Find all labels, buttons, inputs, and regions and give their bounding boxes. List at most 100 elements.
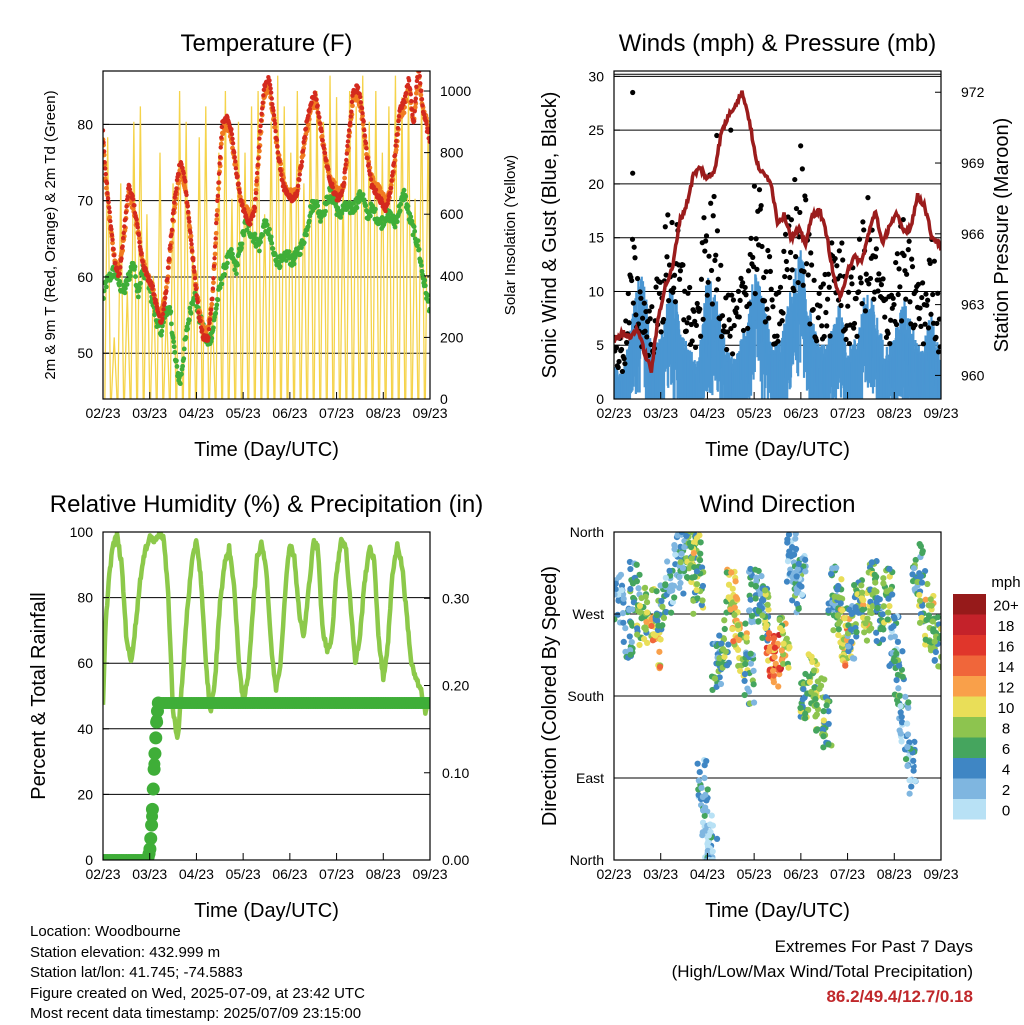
direction-point [704,786,711,793]
td2m-point [219,281,225,287]
direction-point [669,599,677,606]
gust-point [885,330,891,336]
td2m-point [137,285,142,291]
direction-point [707,821,714,828]
gust-point [865,195,871,201]
gust-point [738,275,744,281]
direction-point [931,657,938,664]
t2m-point [103,171,109,177]
direction-point [663,609,670,616]
legend-label: 20+ [993,597,1019,614]
t2m-point [179,162,184,167]
gust-point [809,262,815,268]
gust-point [769,297,775,303]
t2m-point [208,307,214,312]
direction-point [629,580,637,587]
gust-point [891,301,897,308]
legend-label: 6 [1002,741,1010,758]
precip-point [147,762,161,776]
t2m-point [348,120,353,126]
solar-spike [326,75,334,399]
gust-point [630,170,636,176]
td2m-point [258,239,263,245]
gust-point [814,338,820,344]
t2m-point [165,276,170,282]
t2m-point [191,264,197,270]
td2m-point [171,339,177,345]
gust-point [708,200,714,206]
direction-point [614,611,621,618]
gust-point [797,209,803,216]
direction-point [765,635,772,642]
direction-point [721,653,728,660]
gust-point [692,318,698,324]
t2m-point [258,123,263,129]
gust-point [933,334,939,340]
temperature-plot-area [103,63,430,399]
t2m-point [297,177,302,182]
solar-spike [176,91,184,399]
direction-point [708,812,715,819]
t2m-point [317,115,322,120]
t2m-point [270,102,275,107]
gust-point [714,132,720,139]
td2m-point [426,298,430,303]
direction-point [885,595,892,602]
direction-point [721,617,728,624]
t2m-point [160,316,165,321]
direction-point [896,662,903,669]
humidity-plot-area [103,532,430,860]
gust-point [692,344,699,350]
gust-point [856,289,862,295]
td2m-point [283,258,289,263]
x-tick-label: 09/23 [923,405,958,421]
extremes-values: 86.2/49.4/12.7/0.18 [826,987,973,1006]
gust-point [823,309,829,316]
t2m-point [303,126,309,131]
precip-point [150,715,164,729]
td2m-point [211,325,216,331]
t2m-point [197,315,202,320]
t2m-point [107,209,112,215]
gust-point [764,306,770,312]
gust-point [721,323,727,329]
x-tick-label: 08/23 [877,866,912,882]
t2m-point [193,283,198,288]
t2m-point [313,92,318,97]
t2m-point [105,195,111,201]
t9m-point [401,110,407,116]
precip-point [145,802,159,816]
direction-point [716,655,723,662]
t2m-point [416,63,420,67]
direction-point [805,651,812,658]
td2m-point [410,232,416,238]
gust-point [925,325,932,331]
t2m-point [419,88,424,94]
y2-tick-label: 800 [440,145,464,161]
t2m-point [297,172,302,177]
solar-spike [130,121,138,399]
x-tick-label: 06/23 [783,405,818,421]
direction-point [620,619,627,626]
t2m-point [186,209,191,215]
gust-point [795,279,801,286]
direction-point [910,767,917,774]
t2m-point [187,219,192,224]
x-tick-label: 08/23 [366,405,401,421]
direction-point [622,625,629,632]
t2m-point [258,118,264,123]
direction-point [820,717,827,724]
t2m-point [170,217,175,223]
t2m-point [108,218,113,224]
t2m-point [383,208,388,214]
t2m-point [237,190,242,195]
direction-point [742,660,749,668]
direction-point [752,566,759,573]
y2-tick-label: 963 [961,297,985,313]
direction-point [874,595,881,602]
gust-point [897,284,903,290]
x-tick-label: 09/23 [923,866,958,882]
gust-point [788,217,795,223]
direction-point [880,603,887,610]
temperature-frame [102,70,431,400]
